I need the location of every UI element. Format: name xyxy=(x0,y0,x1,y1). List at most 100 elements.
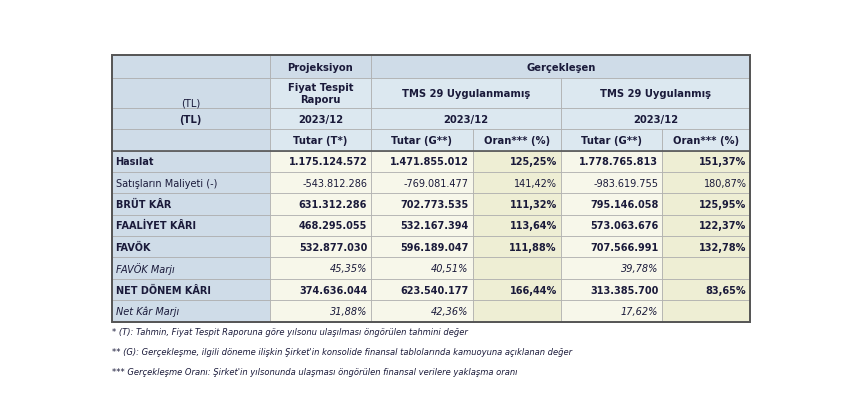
Text: Oran*** (%): Oran*** (%) xyxy=(484,136,550,146)
Bar xyxy=(662,301,750,322)
Bar xyxy=(561,258,662,279)
Text: 532.877.030: 532.877.030 xyxy=(299,242,368,252)
Bar xyxy=(112,56,270,79)
Text: 113,64%: 113,64% xyxy=(510,221,557,231)
Text: Fiyat Tespit
Raporu: Fiyat Tespit Raporu xyxy=(288,83,353,105)
Text: -983.619.755: -983.619.755 xyxy=(593,178,659,188)
Bar xyxy=(561,151,662,173)
Bar xyxy=(270,215,371,237)
Text: 532.167.394: 532.167.394 xyxy=(400,221,468,231)
Bar xyxy=(371,130,473,151)
Text: TMS 29 Uygulanmamış: TMS 29 Uygulanmamış xyxy=(402,89,530,99)
Text: 2023/12: 2023/12 xyxy=(443,114,489,124)
Bar xyxy=(371,237,473,258)
Bar xyxy=(473,173,561,194)
Text: ** (G): Gerçekleşme, ilgili döneme ilişkin Şirket'in konsolide finansal tablolar: ** (G): Gerçekleşme, ilgili döneme ilişk… xyxy=(112,347,572,356)
Bar xyxy=(561,130,662,151)
Text: 151,37%: 151,37% xyxy=(699,157,747,167)
Text: 468.295.055: 468.295.055 xyxy=(299,221,368,231)
Bar xyxy=(270,79,371,109)
Text: Oran*** (%): Oran*** (%) xyxy=(673,136,739,146)
Bar xyxy=(270,109,371,130)
Bar xyxy=(371,79,561,109)
Text: 31,88%: 31,88% xyxy=(330,306,368,316)
Bar xyxy=(371,258,473,279)
Text: 1.778.765.813: 1.778.765.813 xyxy=(579,157,659,167)
Text: 1.175.124.572: 1.175.124.572 xyxy=(288,157,368,167)
Bar xyxy=(112,279,270,301)
Bar xyxy=(270,194,371,215)
Bar xyxy=(662,279,750,301)
Text: (TL): (TL) xyxy=(179,114,202,124)
Bar xyxy=(270,258,371,279)
Text: (TL): (TL) xyxy=(181,99,200,109)
Bar xyxy=(371,301,473,322)
Bar xyxy=(561,79,750,109)
Text: 374.636.044: 374.636.044 xyxy=(299,285,368,295)
Bar xyxy=(112,215,270,237)
Text: FAVÖK: FAVÖK xyxy=(115,242,151,252)
Text: 573.063.676: 573.063.676 xyxy=(590,221,659,231)
Text: 45,35%: 45,35% xyxy=(330,263,368,273)
Text: Tutar (G**): Tutar (G**) xyxy=(391,136,452,146)
Bar xyxy=(473,279,561,301)
Text: Hasılat: Hasılat xyxy=(115,157,154,167)
Bar xyxy=(270,151,371,173)
Bar xyxy=(112,109,270,130)
Bar xyxy=(112,173,270,194)
Text: FAALİYET KÂRI: FAALİYET KÂRI xyxy=(115,221,196,231)
Bar xyxy=(473,130,561,151)
Text: BRÜT KÂR: BRÜT KÂR xyxy=(115,199,171,210)
Bar xyxy=(662,151,750,173)
Bar xyxy=(662,173,750,194)
Text: 111,32%: 111,32% xyxy=(510,199,557,209)
Text: -769.081.477: -769.081.477 xyxy=(404,178,468,188)
Text: 166,44%: 166,44% xyxy=(510,285,557,295)
Bar xyxy=(270,130,371,151)
Text: 111,88%: 111,88% xyxy=(510,242,557,252)
Text: 1.471.855.012: 1.471.855.012 xyxy=(389,157,468,167)
Text: 702.773.535: 702.773.535 xyxy=(400,199,468,209)
Text: 40,51%: 40,51% xyxy=(431,263,468,273)
Bar xyxy=(270,56,371,79)
Text: 623.540.177: 623.540.177 xyxy=(400,285,468,295)
Bar xyxy=(473,194,561,215)
Bar xyxy=(371,109,561,130)
Bar xyxy=(662,130,750,151)
Bar xyxy=(371,194,473,215)
Text: 707.566.991: 707.566.991 xyxy=(590,242,659,252)
Bar xyxy=(112,194,270,215)
Text: 141,42%: 141,42% xyxy=(514,178,557,188)
Bar xyxy=(662,215,750,237)
Bar xyxy=(473,215,561,237)
Bar xyxy=(270,301,371,322)
Text: 125,95%: 125,95% xyxy=(699,199,747,209)
Bar xyxy=(112,56,750,322)
Bar xyxy=(662,194,750,215)
Bar xyxy=(270,279,371,301)
Text: 83,65%: 83,65% xyxy=(706,285,747,295)
Text: 2023/12: 2023/12 xyxy=(298,114,343,124)
Bar xyxy=(270,173,371,194)
Bar xyxy=(561,237,662,258)
Text: Tutar (T*): Tutar (T*) xyxy=(294,136,347,146)
Text: 132,78%: 132,78% xyxy=(699,242,747,252)
Text: Satışların Maliyeti (-): Satışların Maliyeti (-) xyxy=(115,178,217,188)
Bar xyxy=(112,151,270,173)
Bar xyxy=(270,237,371,258)
Bar xyxy=(561,194,662,215)
Text: -543.812.286: -543.812.286 xyxy=(302,178,368,188)
Text: Gerçekleşen: Gerçekleşen xyxy=(526,62,595,73)
Text: Net Kâr Marjı: Net Kâr Marjı xyxy=(115,306,179,316)
Bar xyxy=(112,237,270,258)
Text: 596.189.047: 596.189.047 xyxy=(400,242,468,252)
Text: 313.385.700: 313.385.700 xyxy=(590,285,659,295)
Bar xyxy=(473,151,561,173)
Bar xyxy=(473,237,561,258)
Text: 180,87%: 180,87% xyxy=(703,178,747,188)
Bar xyxy=(371,56,750,79)
Bar xyxy=(371,215,473,237)
Bar xyxy=(112,79,270,109)
Bar xyxy=(662,258,750,279)
Text: 39,78%: 39,78% xyxy=(621,263,659,273)
